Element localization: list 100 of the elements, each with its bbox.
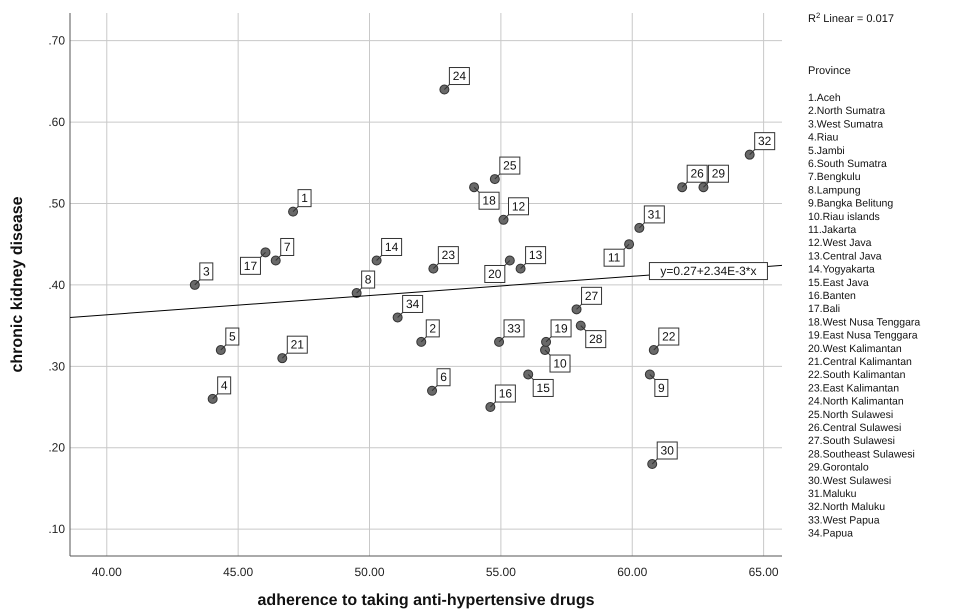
text: 25.North Sulawesi — [808, 408, 894, 421]
text: 15.East Java — [808, 276, 869, 289]
annotation: 10 — [553, 356, 568, 371]
annotation: 32 — [758, 134, 772, 148]
annotation: 13 — [528, 248, 543, 262]
point — [648, 345, 659, 356]
text: 22.South Kalimantan — [808, 369, 906, 382]
x-tick-label: 45.00 — [223, 565, 254, 579]
point — [572, 304, 582, 314]
annotation: 12 — [512, 199, 526, 214]
text: 3.West Sumatra — [808, 118, 884, 130]
text: 23.East Kalimantan — [808, 382, 900, 394]
annotation: 21 — [290, 338, 304, 352]
text: 14.Yogyakarta — [808, 264, 875, 276]
point — [416, 336, 426, 347]
annotation: 33 — [507, 321, 522, 336]
text: 7.Bengkulu — [808, 171, 861, 184]
point — [208, 394, 218, 404]
point — [392, 312, 403, 322]
point — [439, 84, 450, 95]
y-tick-label: .70 — [48, 34, 66, 48]
annotation: 30 — [660, 444, 674, 458]
point — [260, 247, 270, 258]
annotation: 16 — [498, 386, 512, 401]
point — [190, 280, 200, 290]
annotation: 1 — [301, 191, 308, 206]
text: 16.Banten — [808, 290, 856, 302]
point — [494, 336, 504, 347]
point — [428, 264, 438, 274]
x-tick-label: 50.00 — [354, 565, 385, 579]
annotation: 27 — [584, 288, 599, 303]
annotation: 28 — [589, 332, 603, 346]
text: 19.East Nusa Tenggara — [808, 330, 918, 342]
point — [372, 255, 382, 266]
text: 4.Riau — [808, 132, 839, 144]
point — [576, 320, 586, 331]
annotation: 14 — [384, 240, 399, 254]
y-tick-label: .30 — [48, 359, 66, 374]
y-tick-label: .60 — [48, 115, 66, 130]
point — [427, 386, 438, 396]
text: 24.North Kalimantan — [808, 396, 904, 408]
annotation: 25 — [503, 158, 517, 173]
annotation: 19 — [554, 321, 568, 336]
y-tick-label: .20 — [48, 440, 66, 455]
text: 18.West Nusa Tenggara — [808, 316, 920, 328]
annotation: 34 — [406, 296, 420, 311]
point — [677, 182, 688, 192]
text: 1.Aceh — [808, 92, 841, 104]
point — [644, 369, 655, 380]
annotation: 17 — [244, 258, 258, 273]
annotation: y=0.27+2.34E-3*x — [660, 264, 756, 278]
point — [216, 345, 226, 356]
annotation: 15 — [536, 380, 550, 395]
annotation: 6 — [440, 370, 448, 384]
point — [288, 206, 298, 217]
annotation: 5 — [228, 330, 236, 344]
annotation: 11 — [608, 250, 621, 265]
annotation: 26 — [690, 166, 704, 181]
y-tick-label: .40 — [48, 278, 66, 292]
point — [277, 353, 288, 364]
text: 21.Central Kalimantan — [808, 356, 912, 368]
annotation: 22 — [662, 330, 676, 344]
point — [698, 182, 708, 192]
text: 29.Gorontalo — [808, 462, 869, 474]
text: 17.Bali — [808, 303, 840, 316]
x-tick-label: 60.00 — [617, 565, 648, 579]
annotation: 20 — [488, 266, 502, 281]
point — [634, 222, 644, 233]
text: 10.Riau islands — [808, 210, 880, 223]
point — [270, 255, 281, 266]
legend-title: Province — [808, 65, 851, 77]
x-tick-label: 65.00 — [748, 565, 779, 579]
y-tick-label: .50 — [48, 196, 66, 210]
point — [744, 150, 755, 160]
text: 9.Bangka Belitung — [808, 198, 894, 210]
annotation: 3 — [202, 264, 210, 278]
text: 27.South Sulawesi — [808, 435, 895, 448]
text: 13.Central Java — [808, 250, 882, 262]
text: 28.Southeast Sulawesi — [808, 448, 915, 460]
x-tick-label: 55.00 — [486, 565, 516, 579]
annotation: 2 — [429, 321, 436, 336]
point — [516, 264, 526, 274]
text: 30.West Sulawesi — [808, 474, 892, 487]
text: 31.Maluku — [808, 488, 857, 500]
text: R$^{2}$ Linear = 0.017 — [808, 10, 894, 25]
text: 20.West Kalimantan — [808, 342, 902, 355]
annotation: 4 — [220, 378, 228, 392]
point — [504, 255, 515, 266]
annotation: 24 — [452, 69, 466, 84]
annotation: 31 — [648, 207, 662, 222]
annotation: 8 — [364, 272, 372, 287]
text: 8.Lampung — [808, 184, 861, 196]
annotation: 23 — [442, 248, 456, 262]
point — [647, 459, 658, 470]
point — [523, 369, 534, 380]
point — [469, 182, 480, 192]
point — [498, 214, 509, 225]
x-tick-label: 40.00 — [92, 565, 122, 579]
text: 12.West Java — [808, 237, 872, 250]
point — [485, 402, 496, 412]
